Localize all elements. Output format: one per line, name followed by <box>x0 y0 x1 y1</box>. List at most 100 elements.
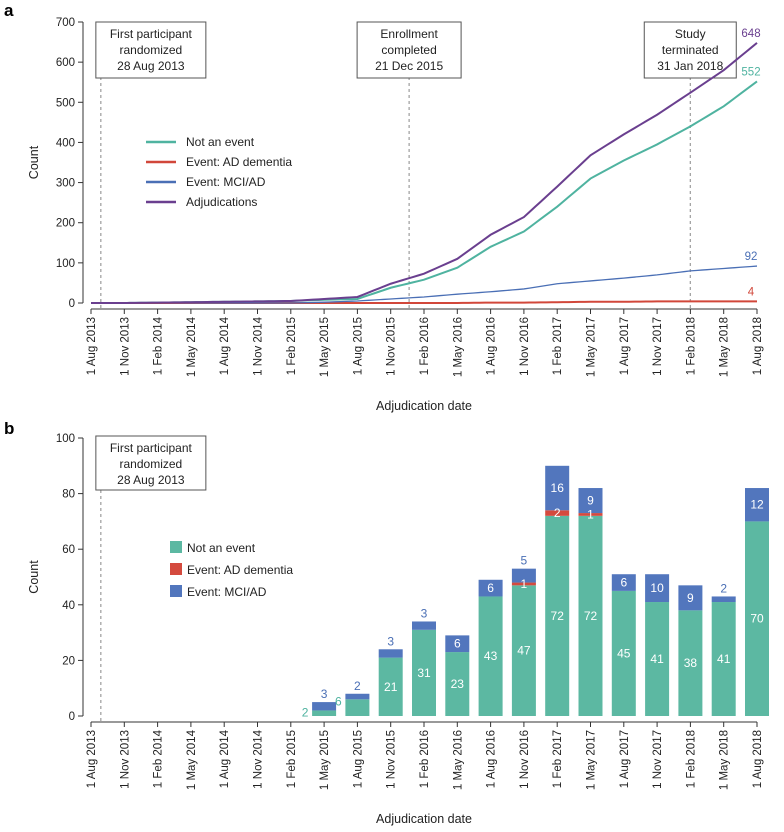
bar-label-not-event-1-feb-2017: 72 <box>551 609 565 623</box>
y-tick-label-500: 500 <box>56 97 75 109</box>
bar-label-mci-1-feb-2016: 3 <box>421 606 428 620</box>
series-line-event-mci-ad <box>91 265 758 304</box>
y-axis-title: Count <box>27 145 41 179</box>
bar-label-not-event-1-feb-2018: 38 <box>684 656 698 670</box>
bar-event-mci-ad-1-aug-2015 <box>345 693 370 700</box>
x-tick-label-1-may-2016: 1 May 2016 <box>452 317 464 377</box>
x-tick-label-1-feb-2015: 1 Feb 2015 <box>286 317 298 375</box>
bar-not-an-event-1-may-2018 <box>711 602 736 716</box>
x-tick-label-1-aug-2016: 1 Aug 2016 <box>486 730 498 788</box>
y-tick-label-0: 0 <box>69 711 75 723</box>
x-tick-label-1-nov-2015: 1 Nov 2015 <box>386 317 398 376</box>
x-tick-label-1-feb-2015: 1 Feb 2015 <box>286 730 298 788</box>
bar-label-not-event-1-nov-2017: 41 <box>650 652 664 666</box>
bar-label-ad-1-feb-2017: 2 <box>554 506 561 520</box>
bar-event-mci-ad-1-may-2017 <box>578 488 603 514</box>
bar-label-not-event-1-aug-2017: 45 <box>617 646 631 660</box>
x-tick-label-1-may-2014: 1 May 2014 <box>186 729 198 790</box>
x-tick-label-1-aug-2017: 1 Aug 2017 <box>619 730 631 788</box>
x-tick-label-1-aug-2018: 1 Aug 2018 <box>752 317 764 375</box>
bar-label-mci-1-nov-2015: 3 <box>387 634 394 648</box>
x-tick-label-1-feb-2016: 1 Feb 2016 <box>419 730 431 788</box>
x-tick-label-1-aug-2015: 1 Aug 2015 <box>352 317 364 375</box>
bar-label-mci-1-nov-2016: 5 <box>521 554 528 568</box>
bar-label-not-event-1-aug-2016: 43 <box>484 649 498 663</box>
x-axis-title: Adjudication date <box>376 399 472 413</box>
end-label-adjudications: 648 <box>741 28 760 40</box>
annotation-text: 21 Dec 2015 <box>375 59 443 73</box>
legend-swatch-not-an-event <box>170 541 182 553</box>
bar-label-mci-1-may-2016: 6 <box>454 637 461 651</box>
x-tick-label-1-may-2015: 1 May 2015 <box>319 730 331 790</box>
x-tick-label-1-feb-2016: 1 Feb 2016 <box>419 317 431 375</box>
y-tick-label-0: 0 <box>69 298 75 310</box>
y-tick-label-400: 400 <box>56 137 75 149</box>
bar-label-not-event-1-may-2017: 72 <box>584 609 598 623</box>
bar-event-mci-ad-1-feb-2017 <box>545 465 570 511</box>
bar-not-an-event-1-aug-2016 <box>478 596 503 716</box>
bar-event-mci-ad-1-aug-2017 <box>611 574 636 591</box>
bar-not-an-event-1-may-2015 <box>312 710 337 716</box>
bar-not-an-event-1-feb-2018 <box>678 610 703 716</box>
bar-label-not-event-1-feb-2016: 31 <box>417 666 431 680</box>
y-tick-label-60: 60 <box>62 544 75 556</box>
bar-not-an-event-1-aug-2015 <box>345 699 370 716</box>
x-tick-label-1-nov-2015: 1 Nov 2015 <box>386 730 398 789</box>
bar-not-an-event-1-may-2016 <box>445 652 470 716</box>
chart-b-stacked-bars: 0 20 40 60 80 100 1 Aug 2013 1 Nov 2013 1 Feb 20… <box>27 433 769 826</box>
y-tick-label-300: 300 <box>56 178 75 190</box>
bar-label-mci-1-may-2017: 9 <box>587 494 594 508</box>
bar-label-not-event-1-may-2018: 41 <box>717 652 731 666</box>
bar-label-not-event-1-aug-2015: 6 <box>335 694 342 708</box>
annotation-text: 28 Aug 2013 <box>117 473 185 487</box>
bar-event-ad-dementia-1-may-2017 <box>578 513 603 516</box>
x-tick-label-1-may-2018: 1 May 2018 <box>719 730 731 790</box>
y-tick-label-200: 200 <box>56 218 75 230</box>
bar-not-an-event-1-aug-2017 <box>611 590 636 716</box>
bar-label-not-event-1-nov-2016: 47 <box>517 644 531 658</box>
legend-label-event-ad-dementia: Event: AD dementia <box>186 155 292 169</box>
y-tick-label-20: 20 <box>62 655 75 667</box>
chart-a-cumulative-counts: 0 100 200 300 400 500 600 700 1 Aug 2013 1 Nov 20… <box>27 17 764 413</box>
x-tick-label-1-nov-2014: 1 Nov 2014 <box>253 316 265 375</box>
bar-event-mci-ad-1-feb-2016 <box>412 621 436 630</box>
x-tick-label-1-nov-2017: 1 Nov 2017 <box>652 730 664 789</box>
bar-label-mci-1-aug-2015: 2 <box>354 679 361 693</box>
y-tick-label-100: 100 <box>56 258 75 270</box>
bar-event-mci-ad-1-nov-2015 <box>378 649 403 658</box>
bar-label-not-event-1-nov-2015: 21 <box>384 680 398 694</box>
x-tick-label-1-feb-2018: 1 Feb 2018 <box>685 730 697 788</box>
bar-label-ad-1-may-2017: 1 <box>587 507 594 521</box>
x-tick-label-1-aug-2013: 1 Aug 2013 <box>86 317 98 375</box>
panel-a-label: a <box>4 1 14 20</box>
bar-not-an-event-1-nov-2016 <box>511 585 536 716</box>
y-tick-label-700: 700 <box>56 17 75 29</box>
bar-not-an-event-1-may-2017 <box>578 515 603 716</box>
annotation-box <box>643 21 737 79</box>
legend-label-not-an-event: Not an event <box>187 541 256 555</box>
bar-label-mci-1-aug-2016: 6 <box>487 581 494 595</box>
bar-not-an-event-1-aug-2018 <box>745 521 769 716</box>
x-tick-label-1-feb-2017: 1 Feb 2017 <box>552 730 564 788</box>
end-label-event-mci-ad: 92 <box>745 251 758 263</box>
x-tick-label-1-feb-2014: 1 Feb 2014 <box>153 316 165 375</box>
bar-event-mci-ad-1-feb-2018 <box>678 585 703 611</box>
annotation-box <box>95 435 207 491</box>
bar-label-mci-1-aug-2018: 12 <box>750 498 764 512</box>
bar-event-ad-dementia-1-feb-2017 <box>545 510 570 516</box>
bar-label-ad-1-nov-2016: 1 <box>521 577 528 591</box>
annotation-text: randomized <box>120 43 183 57</box>
x-tick-label-1-aug-2016: 1 Aug 2016 <box>486 317 498 375</box>
bar-event-mci-ad-1-nov-2017 <box>645 574 670 603</box>
x-axis-title: Adjudication date <box>376 812 472 826</box>
x-tick-label-1-nov-2017: 1 Nov 2017 <box>652 317 664 376</box>
annotation-text: First participant <box>110 441 193 455</box>
annotation-text: randomized <box>120 457 183 471</box>
legend-label-adjudications: Adjudications <box>186 195 257 209</box>
bar-label-mci-1-may-2015: 3 <box>321 687 328 701</box>
y-tick-label-80: 80 <box>62 489 75 501</box>
bar-label-mci-1-feb-2018: 9 <box>687 591 694 605</box>
bar-label-mci-1-may-2018: 2 <box>720 581 727 595</box>
bar-event-mci-ad-1-aug-2016 <box>478 579 503 597</box>
annotation-text: Study <box>675 27 706 41</box>
